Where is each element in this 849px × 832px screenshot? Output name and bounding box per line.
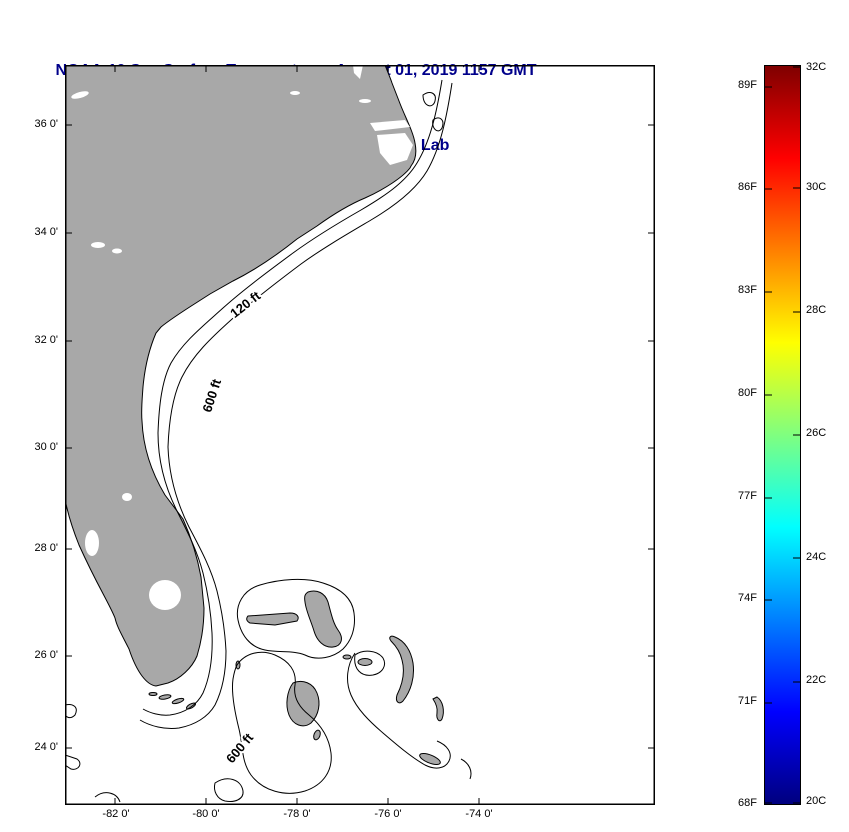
gulf-contour-fragment xyxy=(94,792,121,803)
cat-island xyxy=(432,696,444,722)
land-mass xyxy=(64,64,444,766)
tampa-bay xyxy=(85,530,99,556)
florida-key-island xyxy=(185,702,197,710)
albemarle-sound xyxy=(370,120,410,131)
great-bahama-bank-contour xyxy=(232,651,332,794)
plot-border xyxy=(65,65,655,805)
inland-lake xyxy=(71,91,89,99)
lon-tick--80: -80 0' xyxy=(192,808,220,820)
lake-okeechobee xyxy=(149,580,181,610)
colorbar-label-89f: 89F xyxy=(738,79,757,91)
colorbar-label-22c: 22C xyxy=(806,674,827,686)
little-bahama-bank-contour xyxy=(236,578,355,659)
inland-lake xyxy=(112,248,122,254)
us-southeast-land xyxy=(64,64,417,687)
inland-lake xyxy=(122,493,132,501)
lat-tick-26: 26 0' xyxy=(34,649,58,661)
map-canvas: 120 ft 600 ft 600 ft xyxy=(64,64,655,805)
lon-tick--82: -82 0' xyxy=(102,808,130,820)
abaco-island xyxy=(304,590,342,648)
diamond-shoals-contour xyxy=(432,117,444,132)
inland-lake xyxy=(359,99,371,103)
lon-tick--78: -78 0' xyxy=(283,808,311,820)
inland-lake xyxy=(290,91,300,95)
colorbar-label-71f: 71F xyxy=(738,695,757,707)
pamlico-sound xyxy=(377,133,413,165)
map-plot-area: 120 ft 600 ft 600 ft xyxy=(64,64,655,805)
contour-600ft-line xyxy=(139,82,453,729)
lon-tick--74: -74 0' xyxy=(465,808,493,820)
colorbar-label-24c: 24C xyxy=(806,551,827,563)
colorbar-label-77f: 77F xyxy=(738,490,757,502)
florida-key-island xyxy=(158,694,172,700)
colorbar-label-30c: 30C xyxy=(806,181,827,193)
lat-tick-28: 28 0' xyxy=(34,542,58,554)
gulf-contour-fragment xyxy=(64,704,77,719)
lat-tick-30: 30 0' xyxy=(34,441,58,453)
temperature-colorbar xyxy=(764,65,801,805)
contour-label-120ft: 120 ft xyxy=(227,288,264,321)
florida-key-island xyxy=(171,697,185,705)
colorbar-label-20c: 20C xyxy=(806,795,827,807)
colorbar-label-80f: 80F xyxy=(738,387,757,399)
lat-tick-24: 24 0' xyxy=(34,741,58,753)
inland-lake xyxy=(91,242,105,248)
contour-120ft-line xyxy=(142,79,443,716)
colorbar-ticks xyxy=(765,66,800,804)
lat-tick-34: 34 0' xyxy=(34,226,58,238)
gulf-contour-fragment xyxy=(64,754,81,770)
bathymetry-contours xyxy=(64,79,472,803)
bahama-cay xyxy=(313,729,321,741)
cay-sal-bank-contour xyxy=(214,778,244,802)
new-providence-island xyxy=(357,658,373,666)
contour-label-600ft-bahamas: 600 ft xyxy=(223,730,257,766)
lat-tick-32: 32 0' xyxy=(34,334,58,346)
contour-label-600ft-shelf: 600 ft xyxy=(199,377,224,415)
exuma-sound-contour xyxy=(347,652,451,769)
contour-label-group: 120 ft 600 ft 600 ft xyxy=(197,286,265,768)
colorbar-label-26c: 26C xyxy=(806,427,827,439)
berry-islands xyxy=(342,654,352,660)
colorbar-label-32c: 32C xyxy=(806,61,827,73)
colorbar-label-83f: 83F xyxy=(738,284,757,296)
colorbar-label-86f: 86F xyxy=(738,181,757,193)
colorbar-label-68f: 68F xyxy=(738,797,757,809)
chesapeake-mouth xyxy=(353,65,363,79)
great-exuma-island xyxy=(419,752,441,766)
colorbar-label-28c: 28C xyxy=(806,304,827,316)
colorbar-label-74f: 74F xyxy=(738,592,757,604)
grand-bahama-island xyxy=(246,612,299,626)
lat-tick-36: 36 0' xyxy=(34,118,58,130)
florida-key-island xyxy=(148,692,158,696)
eleuthera-island xyxy=(389,635,414,704)
new-providence-contour xyxy=(354,650,386,676)
diamond-shoals-contour xyxy=(422,92,436,107)
long-island-contour xyxy=(460,758,472,780)
inland-water xyxy=(71,65,413,610)
lon-tick--76: -76 0' xyxy=(374,808,402,820)
